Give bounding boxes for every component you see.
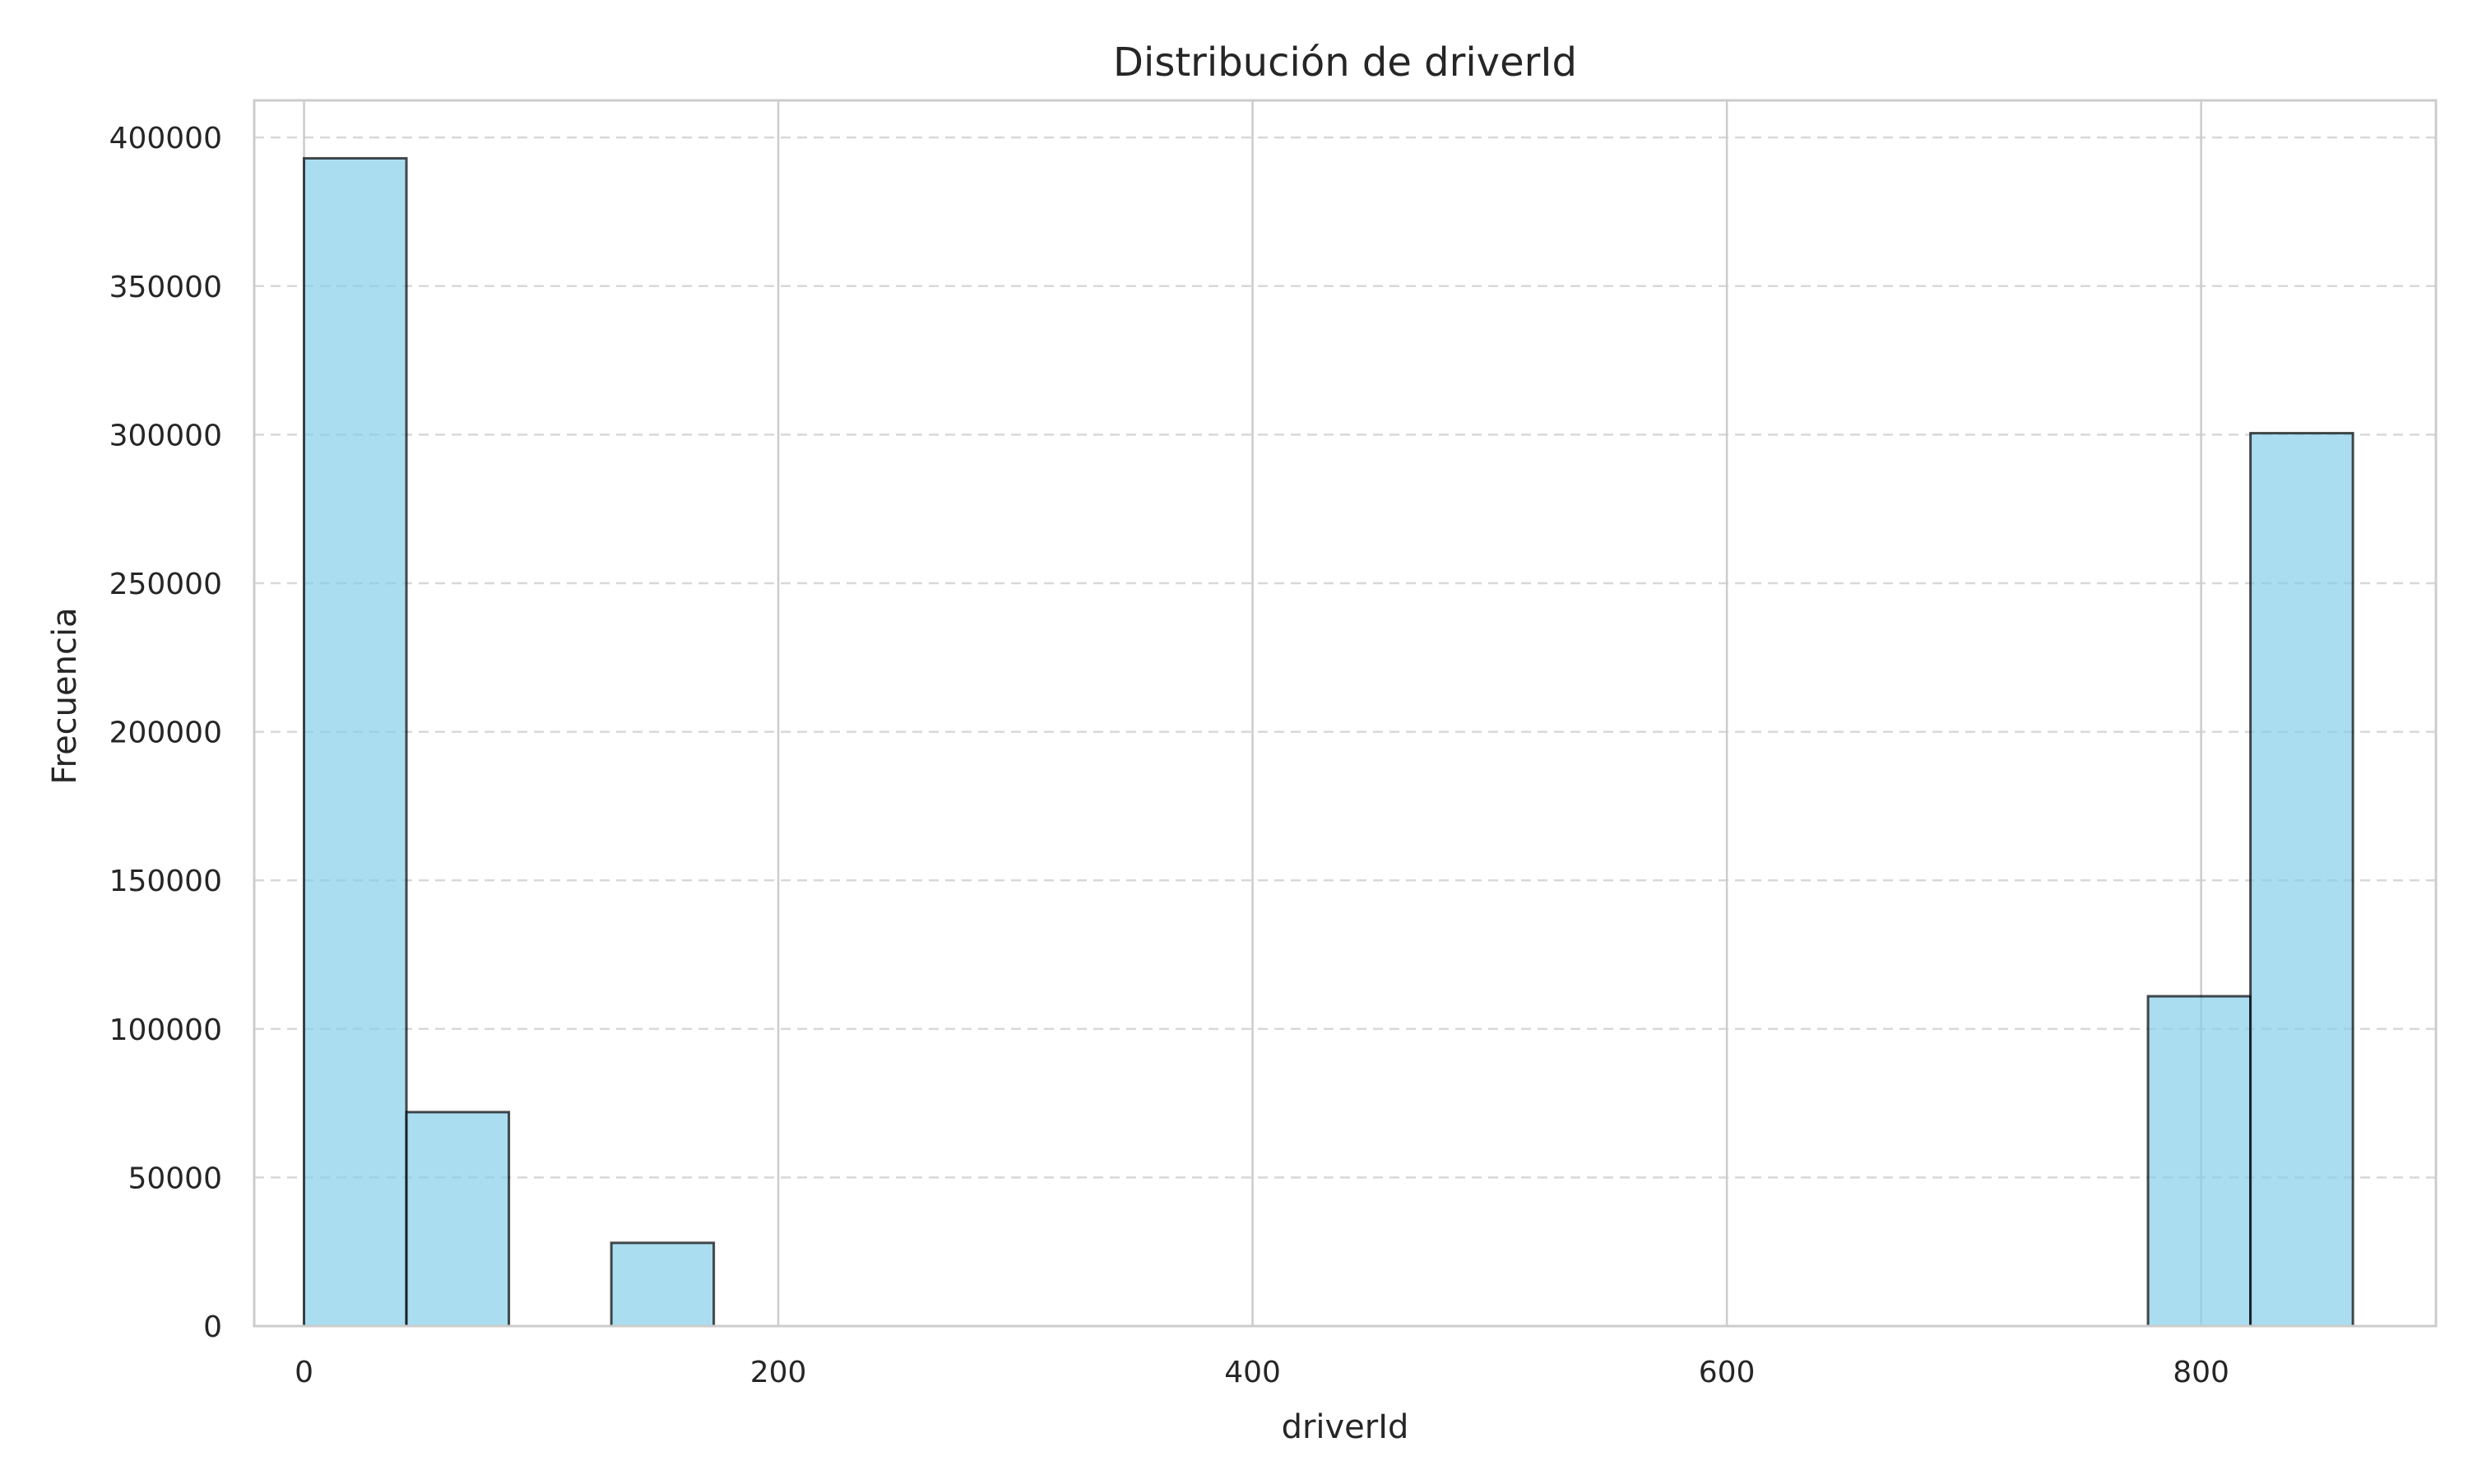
bar-bin-3 <box>610 1241 716 1328</box>
y-tick-label-100000: 100000 <box>109 1013 222 1047</box>
y-tick-label-50000: 50000 <box>128 1162 222 1195</box>
x-axis-ticks: 0 200 400 600 800 <box>295 1356 2229 1389</box>
y-tick-label-0: 0 <box>203 1310 222 1344</box>
x-tick-label-600: 600 <box>1699 1356 1756 1389</box>
bar-bin-18 <box>2146 995 2252 1328</box>
y-tick-label-400000: 400000 <box>109 122 222 155</box>
x-tick-label-400: 400 <box>1224 1356 1281 1389</box>
x-axis-label: driverId <box>1282 1408 1409 1446</box>
x-tick-label-800: 800 <box>2173 1356 2229 1389</box>
chart-title: Distribución de driverId <box>1113 39 1577 86</box>
bar-bin-19 <box>2249 432 2354 1328</box>
histogram-bars <box>303 156 2354 1328</box>
y-tick-label-150000: 150000 <box>109 865 222 898</box>
y-axis-label: Frecuencia <box>46 607 84 784</box>
x-tick-label-200: 200 <box>750 1356 807 1389</box>
bar-bin-0 <box>303 156 408 1328</box>
y-tick-label-350000: 350000 <box>109 271 222 304</box>
y-tick-label-250000: 250000 <box>109 568 222 601</box>
bar-bin-1 <box>405 1111 511 1328</box>
gridlines <box>254 100 2436 1328</box>
y-tick-label-300000: 300000 <box>109 419 222 452</box>
plot-frame <box>253 99 2438 1328</box>
y-tick-label-200000: 200000 <box>109 716 222 750</box>
y-axis-ticks: 0 50000 100000 150000 200000 250000 300000 3500… <box>109 122 222 1344</box>
x-tick-label-0: 0 <box>295 1356 313 1389</box>
